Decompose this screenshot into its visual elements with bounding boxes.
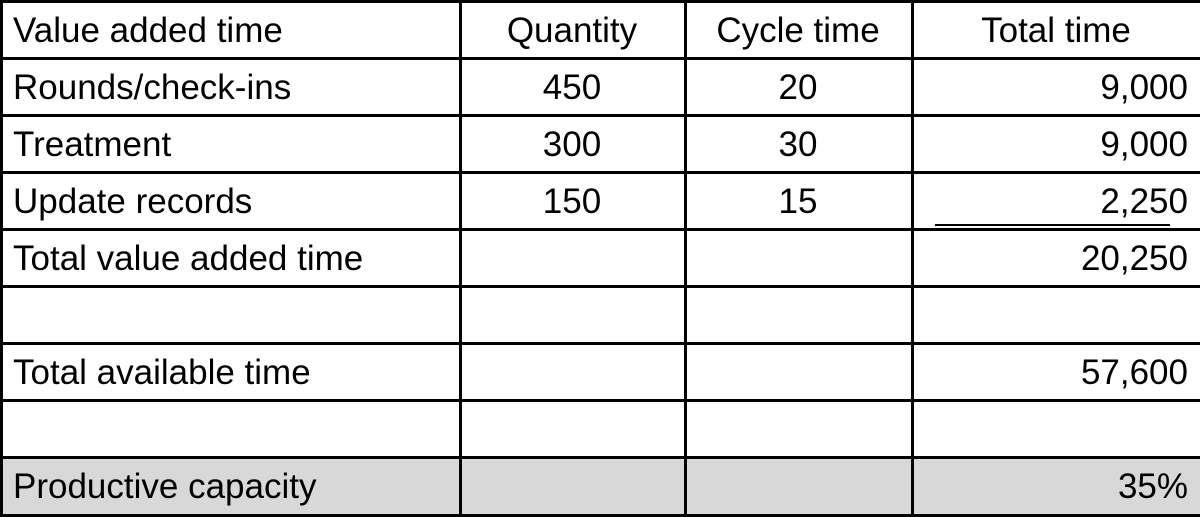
- table-row-shaded: Productive capacity 35%: [2, 458, 1200, 516]
- total-time-cell[interactable]: [913, 401, 1200, 458]
- quantity-cell[interactable]: 150: [461, 173, 686, 230]
- row-label[interactable]: Total value added time: [2, 230, 461, 287]
- header-total-time[interactable]: Total time: [913, 2, 1200, 59]
- total-time-cell[interactable]: 9,000: [913, 116, 1200, 173]
- table-row: Rounds/check-ins 450 20 9,000: [2, 59, 1200, 116]
- cycle-time-cell[interactable]: 30: [686, 116, 913, 173]
- row-label[interactable]: Total available time: [2, 344, 461, 401]
- table-row: Total available time 57,600: [2, 344, 1200, 401]
- cycle-time-cell[interactable]: [686, 458, 913, 516]
- row-label[interactable]: Treatment: [2, 116, 461, 173]
- total-time-cell[interactable]: [913, 287, 1200, 344]
- table-row: Total value added time 20,250: [2, 230, 1200, 287]
- quantity-cell[interactable]: [461, 344, 686, 401]
- cycle-time-cell[interactable]: [686, 344, 913, 401]
- row-label[interactable]: Update records: [2, 173, 461, 230]
- table-row: [2, 401, 1200, 458]
- total-time-cell[interactable]: 9,000: [913, 59, 1200, 116]
- quantity-cell[interactable]: [461, 287, 686, 344]
- quantity-cell[interactable]: [461, 401, 686, 458]
- cycle-time-cell[interactable]: 20: [686, 59, 913, 116]
- quantity-cell[interactable]: 450: [461, 59, 686, 116]
- row-label[interactable]: Productive capacity: [2, 458, 461, 516]
- header-quantity[interactable]: Quantity: [461, 2, 686, 59]
- cycle-time-cell[interactable]: [686, 287, 913, 344]
- header-value-added-time[interactable]: Value added time: [2, 2, 461, 59]
- row-label[interactable]: Rounds/check-ins: [2, 59, 461, 116]
- header-cycle-time[interactable]: Cycle time: [686, 2, 913, 59]
- total-time-cell[interactable]: 20,250: [913, 230, 1200, 287]
- total-time-cell[interactable]: 57,600: [913, 344, 1200, 401]
- table-row: Treatment 300 30 9,000: [2, 116, 1200, 173]
- total-time-cell[interactable]: 2,250: [913, 173, 1200, 230]
- header-row: Value added time Quantity Cycle time Tot…: [2, 2, 1200, 59]
- table-row: Update records 150 15 2,250: [2, 173, 1200, 230]
- quantity-cell[interactable]: [461, 230, 686, 287]
- total-time-cell[interactable]: 35%: [913, 458, 1200, 516]
- cycle-time-cell[interactable]: [686, 401, 913, 458]
- quantity-cell[interactable]: 300: [461, 116, 686, 173]
- sum-underline: [935, 224, 1170, 226]
- quantity-cell[interactable]: [461, 458, 686, 516]
- table-row: [2, 287, 1200, 344]
- cycle-time-cell[interactable]: 15: [686, 173, 913, 230]
- cycle-time-cell[interactable]: [686, 230, 913, 287]
- row-label[interactable]: [2, 287, 461, 344]
- row-label[interactable]: [2, 401, 461, 458]
